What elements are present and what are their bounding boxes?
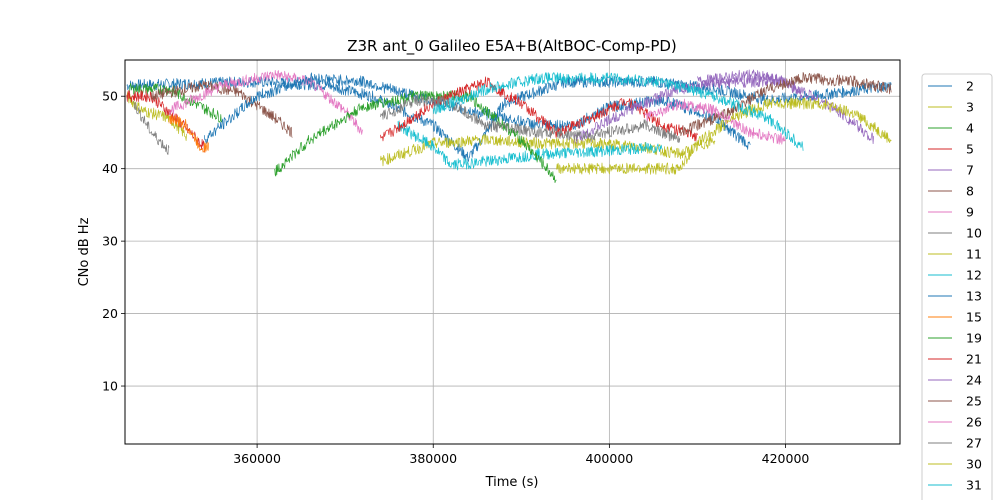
legend-label-21: 21 xyxy=(966,352,982,367)
y-tick-label: 40 xyxy=(102,161,118,176)
series-line-27 xyxy=(380,94,681,143)
y-axis-ticks: 10 20 30 40 50 xyxy=(102,89,125,394)
legend-label-7: 7 xyxy=(966,163,974,178)
x-tick-label: 360000 xyxy=(233,451,281,466)
legend: 2 3 4 5 7 8 9 10 11 12 13 15 19 21 24 25 26 27 30 31 xyxy=(921,73,993,500)
series-line-5 xyxy=(126,90,205,153)
series-line-31 xyxy=(432,72,804,151)
series-line-7 xyxy=(697,69,804,100)
series-line-19 xyxy=(274,90,557,184)
series-line-15 xyxy=(168,114,210,153)
legend-label-24: 24 xyxy=(966,373,982,388)
series-lines xyxy=(126,69,892,184)
legend-label-3: 3 xyxy=(966,100,974,115)
legend-label-30: 30 xyxy=(966,457,982,472)
series-line-26 xyxy=(644,98,786,145)
plot-frame xyxy=(124,59,901,445)
legend-label-8: 8 xyxy=(966,184,974,199)
legend-label-27: 27 xyxy=(966,436,982,451)
series-line-12 xyxy=(397,120,663,171)
y-axis-label: CNo dB Hz xyxy=(77,217,92,286)
legend-label-19: 19 xyxy=(966,331,982,346)
legend-label-25: 25 xyxy=(966,394,982,409)
legend-label-12: 12 xyxy=(966,268,982,283)
x-tick-label: 400000 xyxy=(586,451,634,466)
legend-label-4: 4 xyxy=(966,121,974,136)
legend-label-10: 10 xyxy=(966,226,982,241)
legend-box xyxy=(921,73,993,500)
x-tick-label: 380000 xyxy=(409,451,457,466)
legend-label-13: 13 xyxy=(966,289,982,304)
legend-label-31: 31 xyxy=(966,478,982,493)
x-tick-label: 420000 xyxy=(762,451,810,466)
legend-label-15: 15 xyxy=(966,310,982,325)
series-line-13 xyxy=(203,72,751,150)
series-line-10 xyxy=(133,101,170,155)
y-tick-label: 50 xyxy=(102,89,118,104)
chart-title: Z3R ant_0 Galileo E5A+B(AltBOC-Comp-PD) xyxy=(347,37,677,56)
legend-label-26: 26 xyxy=(966,415,982,430)
legend-label-11: 11 xyxy=(966,247,982,262)
y-tick-label: 10 xyxy=(102,379,118,394)
x-axis-label: Time (s) xyxy=(485,475,539,490)
x-axis-ticks: 360000 380000 400000 420000 xyxy=(233,444,809,466)
legend-label-5: 5 xyxy=(966,142,974,157)
legend-label-2: 2 xyxy=(966,79,974,94)
series-line-25 xyxy=(679,72,892,137)
series-line-30 xyxy=(556,97,892,175)
legend-label-9: 9 xyxy=(966,205,974,220)
y-tick-label: 30 xyxy=(102,234,118,249)
series-line-8 xyxy=(151,80,293,138)
series-line-9 xyxy=(168,69,364,135)
y-tick-label: 20 xyxy=(102,306,118,321)
series-line-11 xyxy=(380,134,716,167)
